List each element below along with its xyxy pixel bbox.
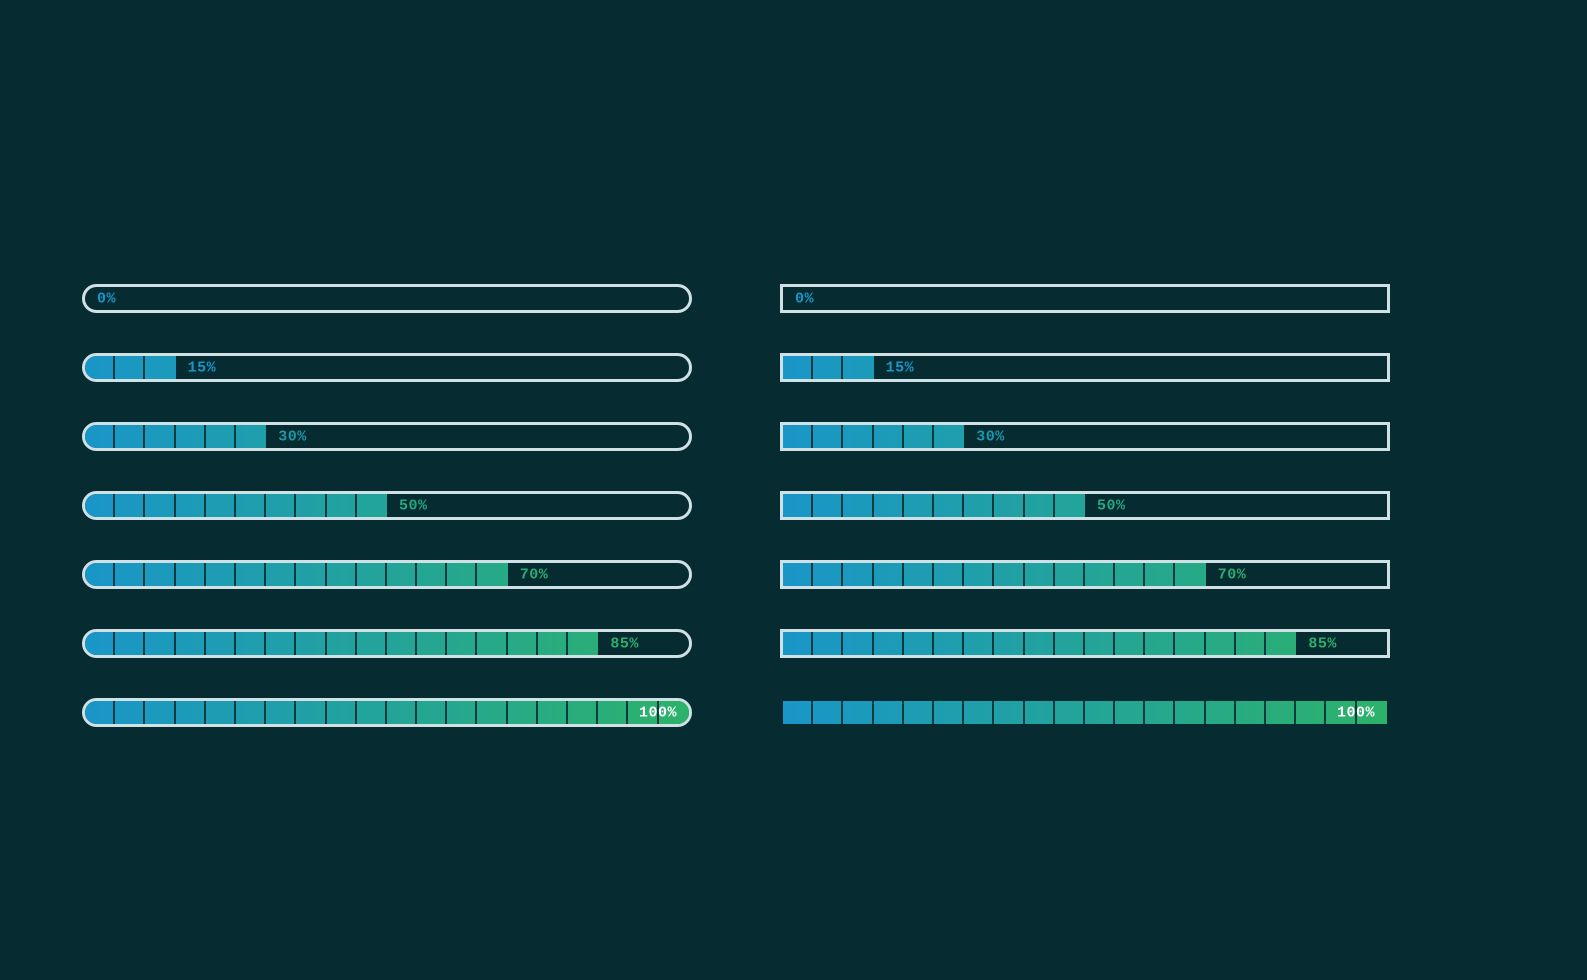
progress-column-square: 0% 15% 30% 50% 70% 85% 100% <box>780 284 1390 727</box>
progress-label: 15% <box>886 359 915 376</box>
progress-fill <box>783 494 1085 517</box>
progress-bars-infographic: 0% 15% 30% 50% 70% 85% 100% 0% 15% 30% 50% 70% 85% 10… <box>0 0 1587 980</box>
progress-bar-rounded-70: 70% <box>82 560 692 589</box>
progress-bar-rounded-100: 100% <box>82 698 692 727</box>
progress-bar-square-30: 30% <box>780 422 1390 451</box>
progress-label: 70% <box>1218 566 1247 583</box>
progress-bar-rounded-15: 15% <box>82 353 692 382</box>
progress-bar-square-0: 0% <box>780 284 1390 313</box>
progress-label: 85% <box>1308 635 1337 652</box>
progress-bar-square-100: 100% <box>780 698 1390 727</box>
progress-fill <box>85 356 176 379</box>
progress-bar-square-15: 15% <box>780 353 1390 382</box>
progress-label: 30% <box>976 428 1005 445</box>
progress-bar-square-70: 70% <box>780 560 1390 589</box>
progress-fill <box>85 563 508 586</box>
progress-fill <box>783 356 874 379</box>
progress-label: 70% <box>520 566 549 583</box>
progress-column-rounded: 0% 15% 30% 50% 70% 85% 100% <box>82 284 692 727</box>
progress-label: 50% <box>1097 497 1126 514</box>
progress-bar-square-50: 50% <box>780 491 1390 520</box>
progress-bar-rounded-85: 85% <box>82 629 692 658</box>
progress-label: 30% <box>278 428 307 445</box>
progress-bar-rounded-30: 30% <box>82 422 692 451</box>
progress-label: 0% <box>795 290 814 307</box>
progress-fill <box>783 425 964 448</box>
progress-label: 85% <box>610 635 639 652</box>
progress-bar-square-85: 85% <box>780 629 1390 658</box>
progress-fill <box>85 632 598 655</box>
progress-fill <box>783 632 1296 655</box>
progress-fill <box>783 563 1206 586</box>
progress-label: 0% <box>97 290 116 307</box>
progress-fill <box>85 494 387 517</box>
progress-fill <box>783 701 1387 724</box>
progress-bar-rounded-50: 50% <box>82 491 692 520</box>
progress-bar-rounded-0: 0% <box>82 284 692 313</box>
progress-fill <box>85 701 689 724</box>
progress-label: 50% <box>399 497 428 514</box>
progress-fill <box>85 425 266 448</box>
progress-label: 15% <box>188 359 217 376</box>
